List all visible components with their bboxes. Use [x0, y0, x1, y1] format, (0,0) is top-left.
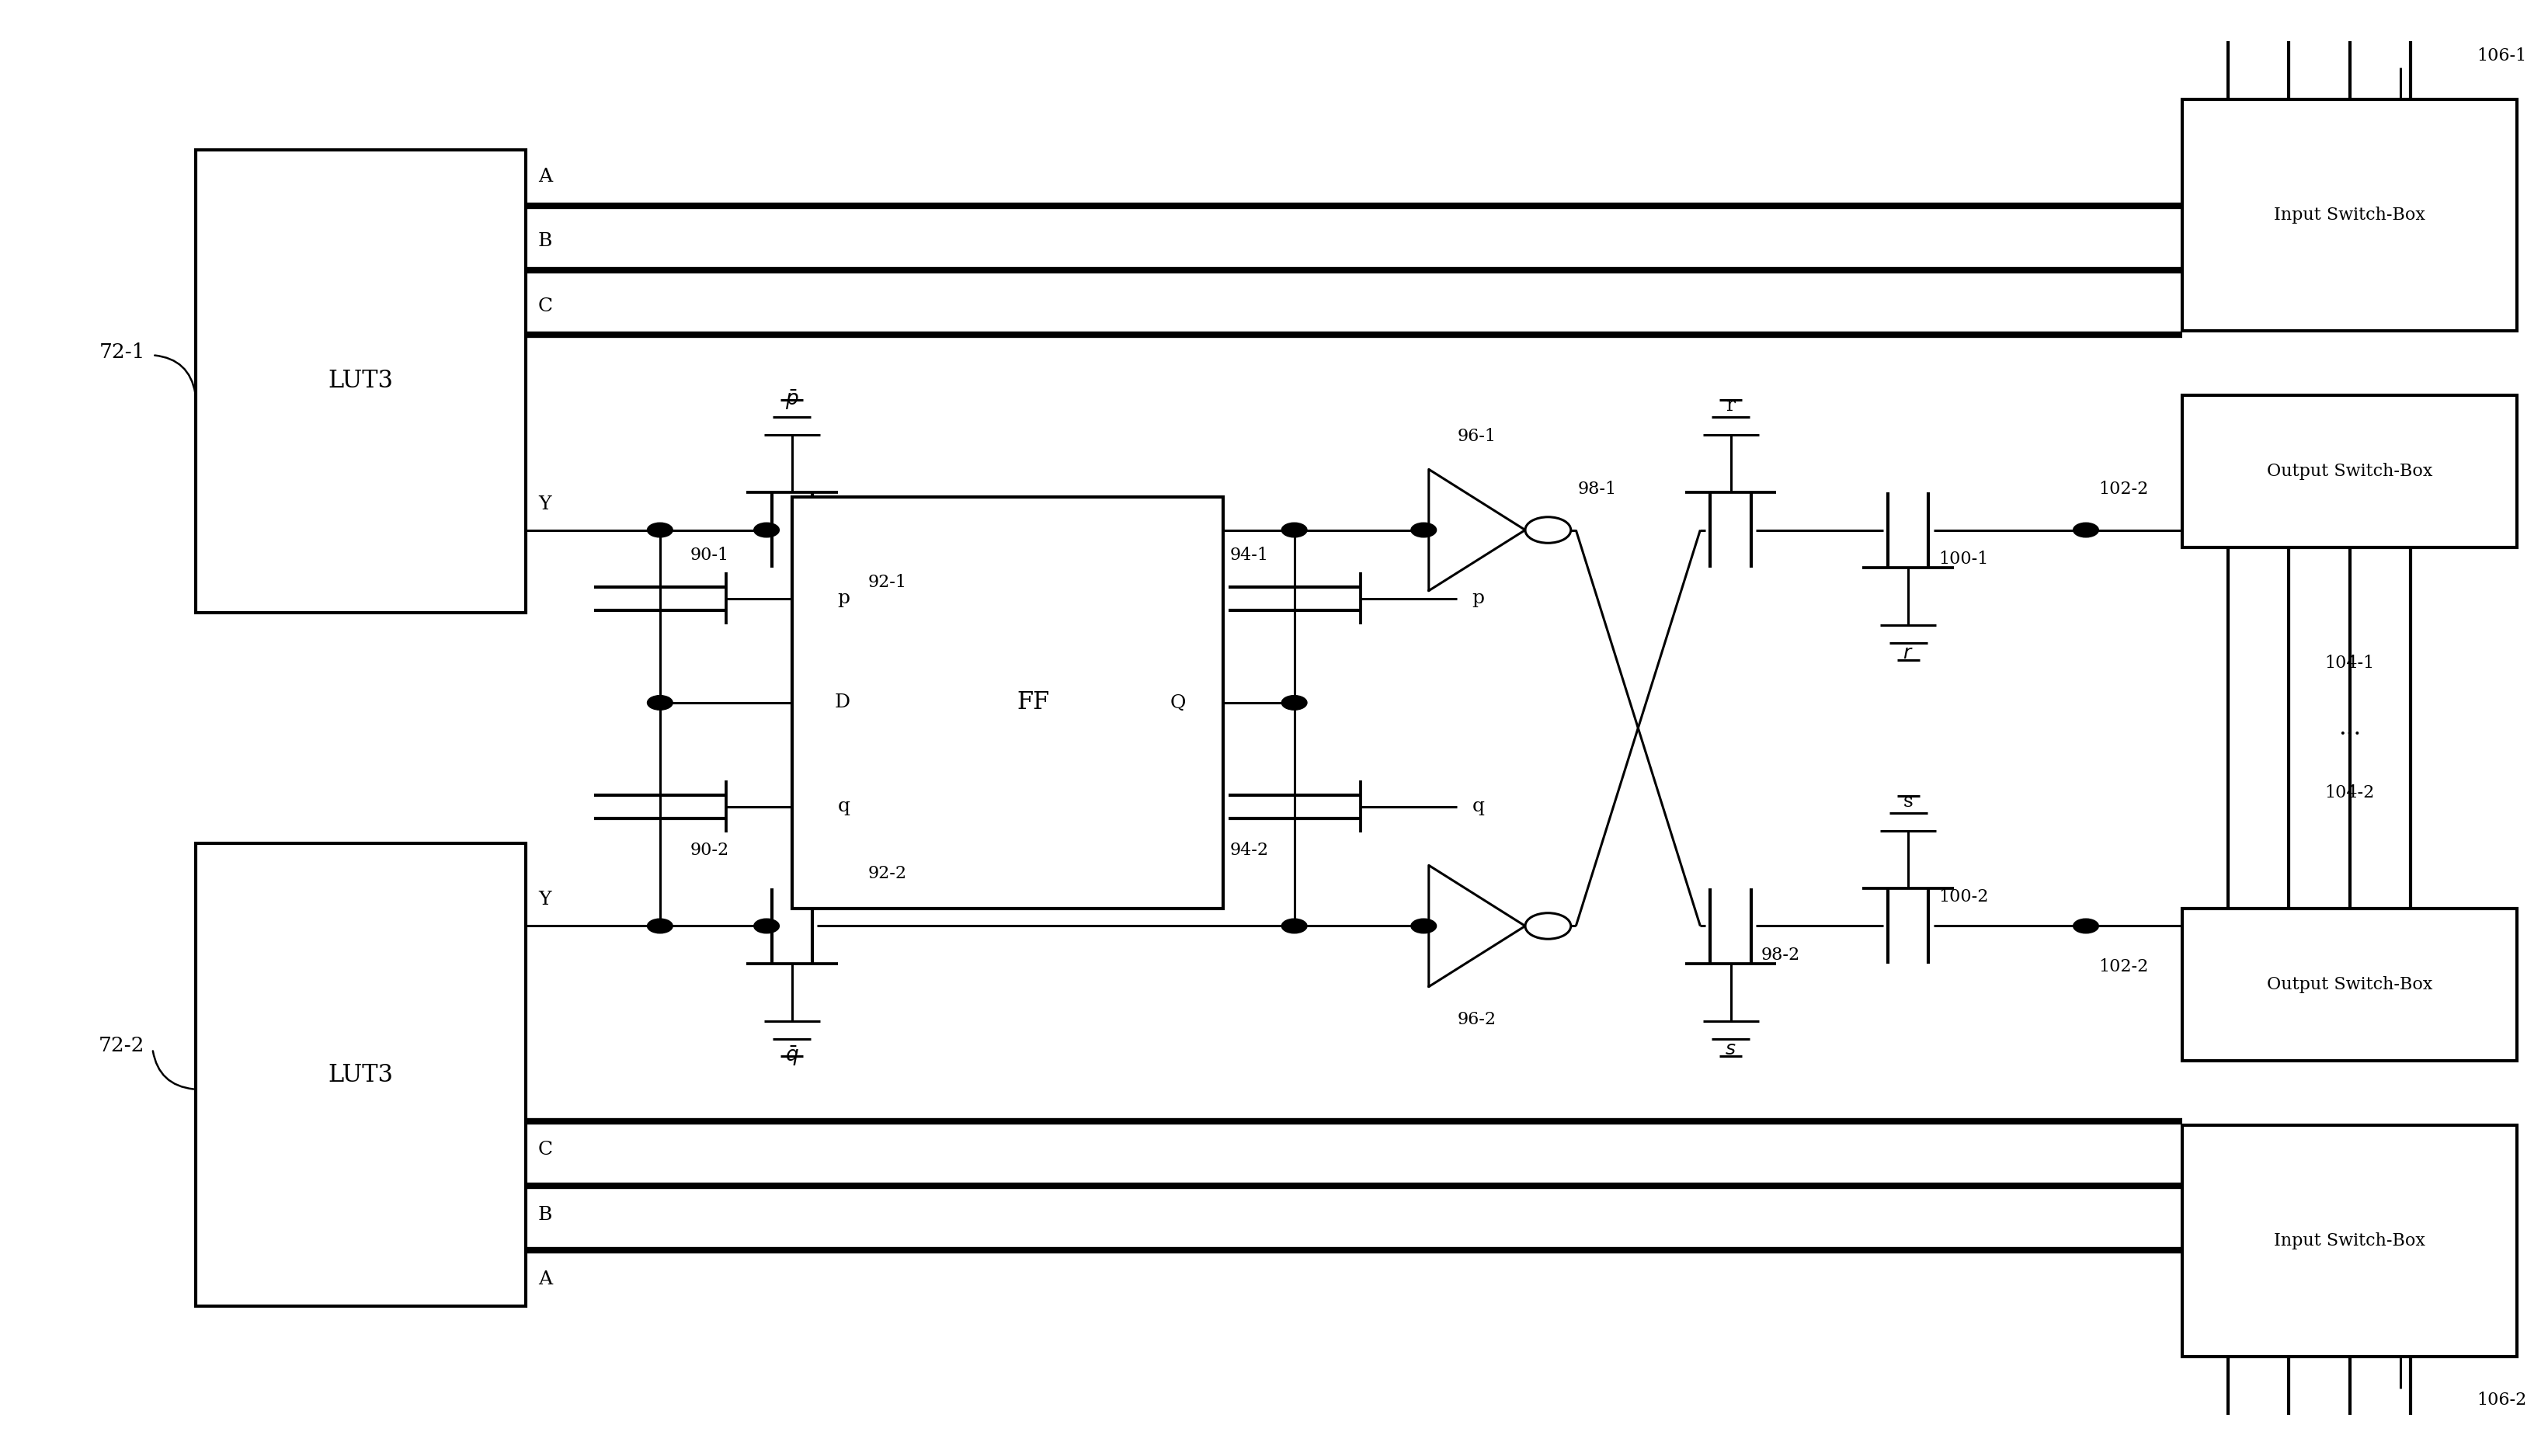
- Text: 100-2: 100-2: [1939, 888, 1990, 906]
- Text: Q: Q: [1170, 693, 1185, 712]
- Text: 98-2: 98-2: [1761, 946, 1799, 964]
- Text: 92-2: 92-2: [869, 865, 907, 882]
- Bar: [2181, 396, 2517, 547]
- Circle shape: [754, 523, 780, 537]
- Text: $\bar{q}$: $\bar{q}$: [785, 1044, 800, 1069]
- Text: 100-1: 100-1: [1939, 550, 1990, 568]
- Text: ...: ...: [2339, 716, 2362, 740]
- Text: 104-2: 104-2: [2324, 785, 2375, 802]
- Text: 94-1: 94-1: [1231, 547, 1269, 563]
- Text: C: C: [538, 297, 553, 314]
- Text: p: p: [1473, 590, 1485, 607]
- Text: 72-2: 72-2: [99, 1037, 145, 1056]
- Circle shape: [1412, 919, 1437, 933]
- Circle shape: [1412, 523, 1437, 537]
- Text: Input Switch-Box: Input Switch-Box: [2275, 207, 2426, 223]
- Bar: [2181, 909, 2517, 1060]
- Text: Output Switch-Box: Output Switch-Box: [2268, 976, 2433, 993]
- Text: 106-2: 106-2: [2477, 1392, 2528, 1408]
- Circle shape: [1282, 696, 1307, 711]
- Text: A: A: [538, 167, 553, 185]
- Circle shape: [1282, 919, 1307, 933]
- Text: LUT3: LUT3: [329, 370, 392, 393]
- Text: 92-1: 92-1: [869, 574, 907, 591]
- Text: 104-1: 104-1: [2324, 654, 2375, 671]
- Text: Y: Y: [538, 891, 550, 909]
- Text: B: B: [538, 1206, 553, 1223]
- Circle shape: [647, 523, 673, 537]
- Text: Output Switch-Box: Output Switch-Box: [2268, 463, 2433, 480]
- Text: 102-2: 102-2: [2100, 958, 2148, 976]
- Text: 98-1: 98-1: [1577, 480, 1615, 498]
- Circle shape: [1282, 523, 1307, 537]
- Bar: [2181, 99, 2517, 331]
- Text: r: r: [1725, 396, 1735, 415]
- Text: FF: FF: [1017, 690, 1050, 715]
- Text: D: D: [836, 693, 851, 712]
- Text: 96-1: 96-1: [1457, 428, 1496, 444]
- Text: $\bar{r}$: $\bar{r}$: [1903, 645, 1914, 664]
- Bar: [196, 843, 525, 1306]
- Text: $\bar{p}$: $\bar{p}$: [785, 387, 798, 412]
- Circle shape: [2074, 919, 2100, 933]
- Text: 106-1: 106-1: [2477, 48, 2528, 64]
- Text: p: p: [838, 590, 851, 607]
- Text: s: s: [1903, 792, 1914, 811]
- Text: 102-2: 102-2: [2100, 480, 2148, 498]
- Text: A: A: [538, 1271, 553, 1289]
- Text: q: q: [838, 798, 851, 815]
- Text: 72-1: 72-1: [99, 342, 145, 363]
- Text: 94-2: 94-2: [1231, 842, 1269, 859]
- Text: $\bar{s}$: $\bar{s}$: [1725, 1041, 1735, 1060]
- Text: Y: Y: [538, 495, 550, 513]
- Bar: [2181, 1125, 2517, 1357]
- Text: 90-2: 90-2: [691, 842, 729, 859]
- Bar: [196, 150, 525, 613]
- Text: Input Switch-Box: Input Switch-Box: [2275, 1233, 2426, 1249]
- Circle shape: [2074, 523, 2100, 537]
- Text: LUT3: LUT3: [329, 1063, 392, 1086]
- Circle shape: [647, 919, 673, 933]
- Circle shape: [647, 696, 673, 711]
- Text: B: B: [538, 233, 553, 250]
- Bar: [792, 496, 1223, 909]
- Text: 96-2: 96-2: [1457, 1012, 1496, 1028]
- Text: q: q: [1473, 798, 1485, 815]
- Circle shape: [754, 919, 780, 933]
- Text: 90-1: 90-1: [691, 547, 729, 563]
- Text: C: C: [538, 1142, 553, 1159]
